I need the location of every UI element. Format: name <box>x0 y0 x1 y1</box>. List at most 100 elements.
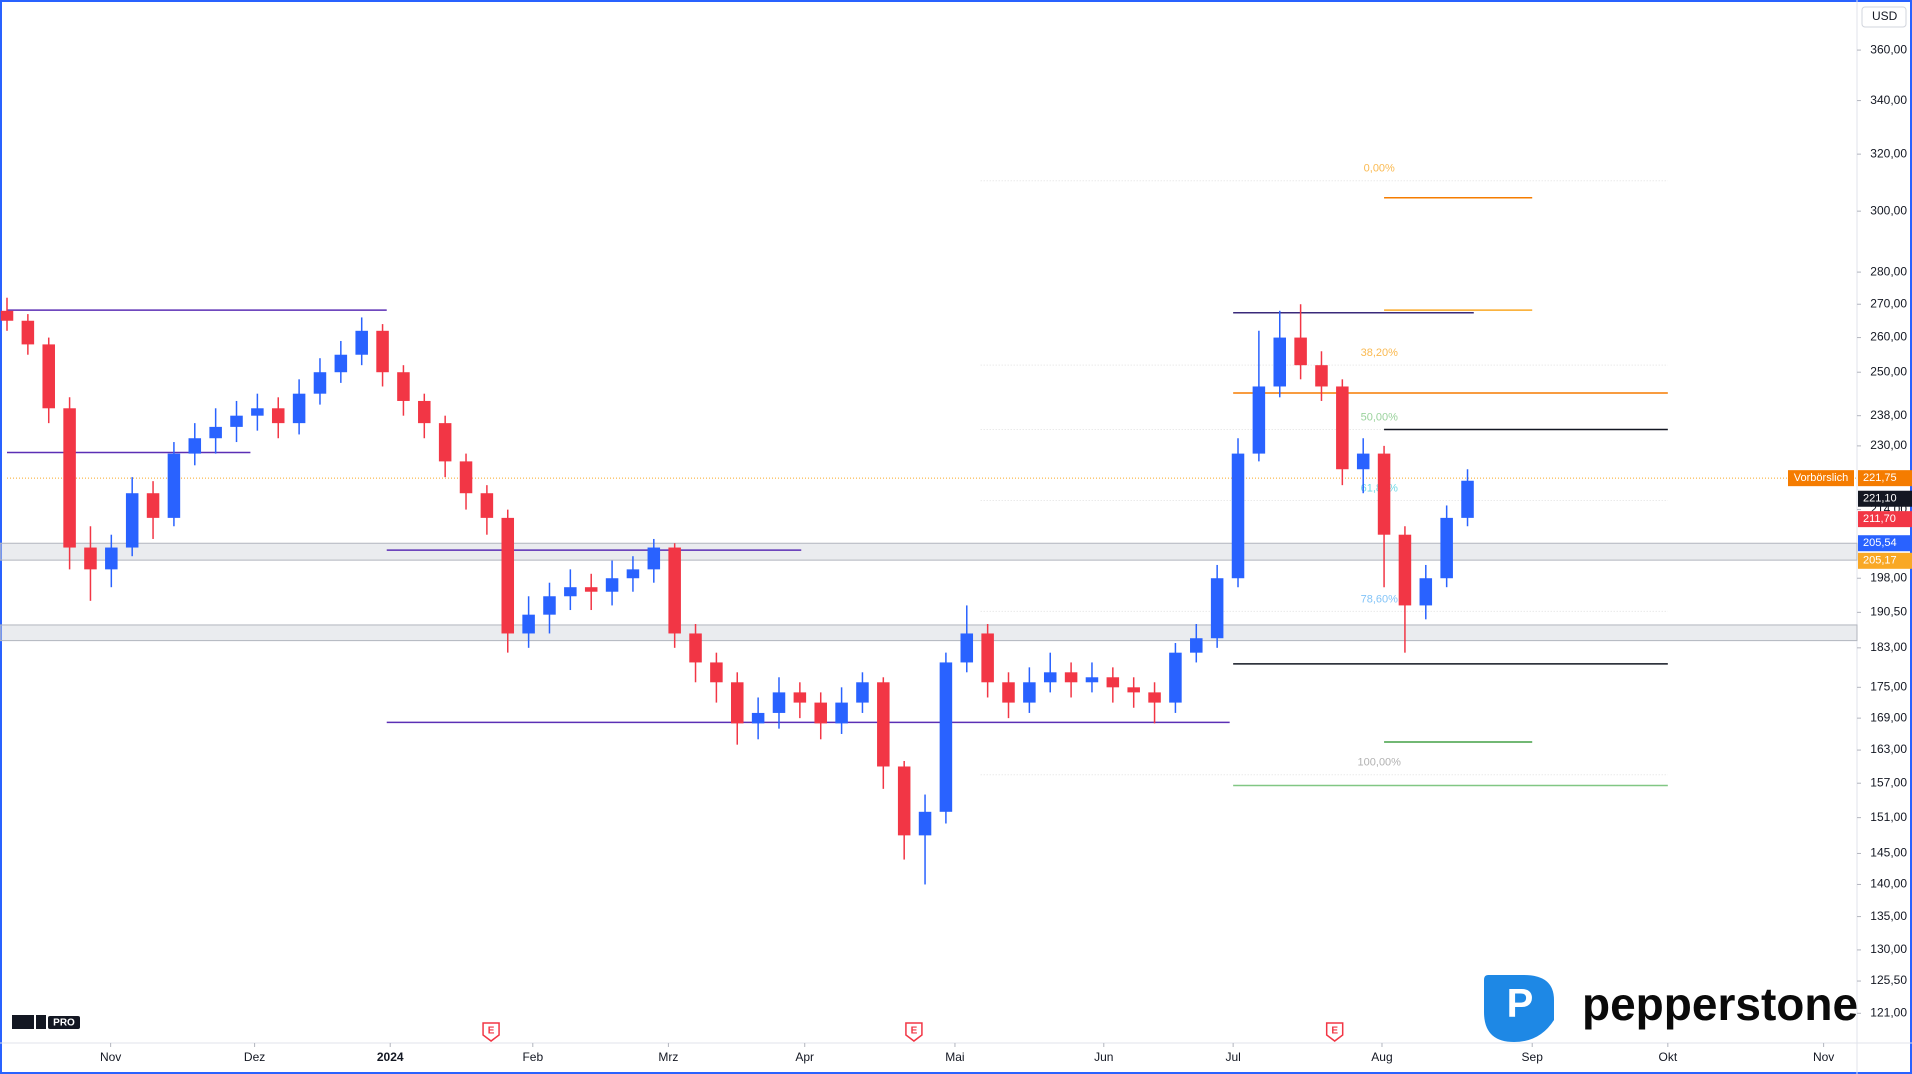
y-tick-label: 157,00 <box>1870 775 1907 789</box>
candle-body <box>1461 480 1474 518</box>
x-tick-label: 2024 <box>377 1050 404 1064</box>
price-tag <box>1858 511 1912 528</box>
candle-body <box>1398 534 1412 606</box>
candle-body <box>1106 677 1120 688</box>
candle-body <box>397 372 410 401</box>
candle-body <box>668 547 681 634</box>
y-tick-label: 183,00 <box>1870 640 1907 654</box>
y-tick-label: 190,50 <box>1870 605 1907 619</box>
y-tick-label: 163,00 <box>1870 742 1907 756</box>
candle-body <box>856 682 869 703</box>
y-tick-label: 151,00 <box>1870 810 1907 824</box>
candle-body <box>1002 682 1015 703</box>
plot: 0,00%38,20%50,00%61,80%78,60%100,00% <box>0 163 1858 885</box>
candle-body <box>1190 638 1203 653</box>
y-tick-label: 125,50 <box>1870 973 1907 987</box>
x-tick-label: Apr <box>795 1050 814 1064</box>
currency[interactable]: USD <box>1872 9 1898 23</box>
price-tag <box>1858 490 1912 507</box>
candle-body <box>1043 672 1057 683</box>
candle-body <box>605 578 619 592</box>
candle-body <box>543 596 556 615</box>
candle-body <box>84 547 97 570</box>
price-tag <box>1858 535 1912 552</box>
y-tick-label: 300,00 <box>1870 203 1907 217</box>
candle-body <box>313 372 327 394</box>
y-tick-label: 270,00 <box>1870 296 1907 310</box>
fib-label: 78,60% <box>1361 593 1399 605</box>
premarket-tag <box>1788 470 1854 487</box>
candle-body <box>814 702 827 724</box>
candle-body <box>751 712 765 724</box>
y-tick-label: 140,00 <box>1870 877 1907 891</box>
y-tick-label: 169,00 <box>1870 710 1907 724</box>
x-tick-label: Jul <box>1225 1050 1240 1064</box>
candle-body <box>1148 692 1161 703</box>
candle-body <box>209 426 222 439</box>
candle-body <box>1169 652 1182 703</box>
candle-body <box>334 354 348 373</box>
x-tick-label: Dez <box>244 1050 265 1064</box>
price-tag-label: 205,54 <box>1863 537 1897 549</box>
candle-body <box>584 587 598 592</box>
candle-body <box>772 692 786 713</box>
candle-body <box>1294 337 1307 366</box>
candle-body <box>522 614 535 634</box>
candle-body <box>564 587 577 597</box>
x-tick-label: Mrz <box>658 1050 678 1064</box>
x-tick-label: Feb <box>522 1050 543 1064</box>
badge: PRO <box>53 1018 75 1029</box>
candle-body <box>459 461 473 494</box>
x-tick-label: Mai <box>945 1050 964 1064</box>
candle-body <box>918 811 932 836</box>
candle-body <box>1231 453 1245 579</box>
candle-body <box>167 453 181 518</box>
candle-body <box>63 408 76 548</box>
y-tick-label: 320,00 <box>1870 146 1907 160</box>
price-tag-label: 205,17 <box>1863 555 1897 567</box>
price-tag <box>1858 470 1912 487</box>
candle-body <box>480 493 494 518</box>
zone <box>0 542 1858 561</box>
candle-body <box>1210 578 1224 639</box>
y-tick-label: 175,00 <box>1870 679 1907 693</box>
y-tick-label: 198,00 <box>1870 570 1907 584</box>
y-tick-label: 238,00 <box>1870 408 1907 422</box>
y-tick-label: 121,00 <box>1870 1005 1907 1019</box>
premarket-label: Vorbörslich <box>1794 472 1848 484</box>
candle-body <box>42 344 55 409</box>
candle-body <box>438 423 452 462</box>
candle-body <box>1252 386 1266 454</box>
y-tick-label: 280,00 <box>1870 264 1907 278</box>
price-tag-label: 221,75 <box>1863 472 1897 484</box>
event-marker <box>482 1022 500 1042</box>
candle-body <box>105 547 118 570</box>
y-tick-label: 360,00 <box>1870 42 1907 56</box>
candle-body <box>939 662 953 812</box>
candle-body <box>1273 337 1287 387</box>
x-tick-label: Okt <box>1658 1050 1677 1064</box>
candle-body <box>146 493 160 518</box>
candle-body <box>835 702 848 724</box>
candle-body <box>418 400 431 424</box>
price-tag-label: 211,70 <box>1863 513 1896 525</box>
candle-body <box>251 408 264 416</box>
candle-body <box>1440 517 1453 579</box>
candle-body <box>188 438 202 454</box>
x-tick-label: Sep <box>1522 1050 1544 1064</box>
candle-body <box>21 320 35 345</box>
candle-body <box>125 493 139 548</box>
candle-body <box>1315 365 1328 387</box>
currency-button[interactable] <box>1861 6 1907 28</box>
y-tick-label: 250,00 <box>1870 364 1907 378</box>
candle-body <box>647 547 661 570</box>
zone <box>0 624 1858 642</box>
brand-mark: P <box>1507 982 1534 1026</box>
x-tick-label: Aug <box>1371 1050 1392 1064</box>
candle-body <box>897 766 911 836</box>
candle-body <box>271 408 285 424</box>
candle-body <box>1085 677 1099 683</box>
y-tick-label: 145,00 <box>1870 846 1907 860</box>
y-tick-label: 260,00 <box>1870 330 1907 344</box>
